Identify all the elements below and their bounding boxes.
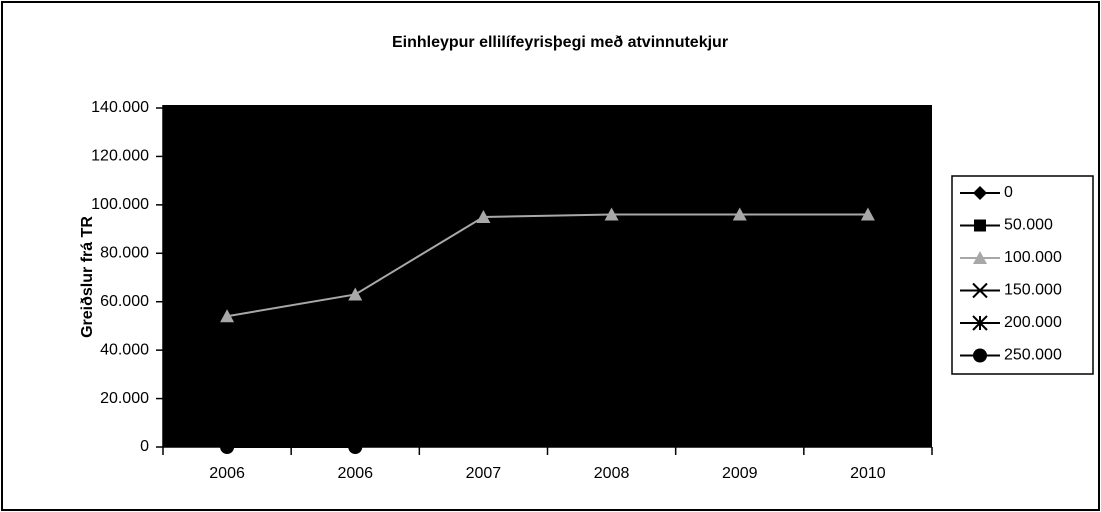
- x-tick-label: 2010: [850, 465, 886, 482]
- marker: [973, 348, 987, 363]
- marker: [476, 209, 491, 223]
- series-line: [226, 213, 868, 318]
- chart-title: Einhleypur ellilífeyrisþegi með atvinnut…: [392, 34, 728, 51]
- y-tick-label: 60.000: [100, 293, 149, 310]
- x-tick-label: 2009: [722, 465, 758, 482]
- legend-label: 250.000: [1004, 347, 1062, 364]
- x-tick-label: 2006: [209, 465, 245, 482]
- legend-label: 0: [1004, 184, 1013, 201]
- marker: [220, 309, 235, 323]
- y-tick-label: 40.000: [100, 341, 149, 358]
- y-tick-label: 100.000: [91, 196, 149, 213]
- y-tick-label: 140.000: [91, 99, 149, 116]
- legend-label: 200.000: [1004, 314, 1062, 331]
- y-tick-label: 80.000: [100, 245, 149, 262]
- y-tick-label: 0: [140, 438, 149, 455]
- x-tick-label: 2007: [466, 465, 502, 482]
- legend-label: 50.000: [1004, 217, 1053, 234]
- marker: [732, 207, 747, 221]
- x-tick-label: 2008: [594, 465, 630, 482]
- marker: [973, 186, 987, 200]
- marker: [348, 440, 363, 454]
- marker: [604, 207, 619, 221]
- marker: [860, 207, 875, 221]
- legend-box: [951, 175, 1094, 375]
- marker: [972, 315, 988, 331]
- plot-area: [163, 105, 932, 447]
- marker: [973, 251, 987, 264]
- marker: [220, 440, 235, 454]
- x-tick-label: 2006: [337, 465, 373, 482]
- legend-label: 150.000: [1004, 282, 1062, 299]
- marker: [972, 282, 988, 299]
- marker: [348, 287, 363, 301]
- y-axis-label: Greiðslur frá TR: [79, 216, 96, 338]
- legend-label: 100.000: [1004, 249, 1062, 266]
- marker: [974, 219, 986, 232]
- y-tick-label: 20.000: [100, 390, 149, 407]
- y-tick-label: 120.000: [91, 148, 149, 165]
